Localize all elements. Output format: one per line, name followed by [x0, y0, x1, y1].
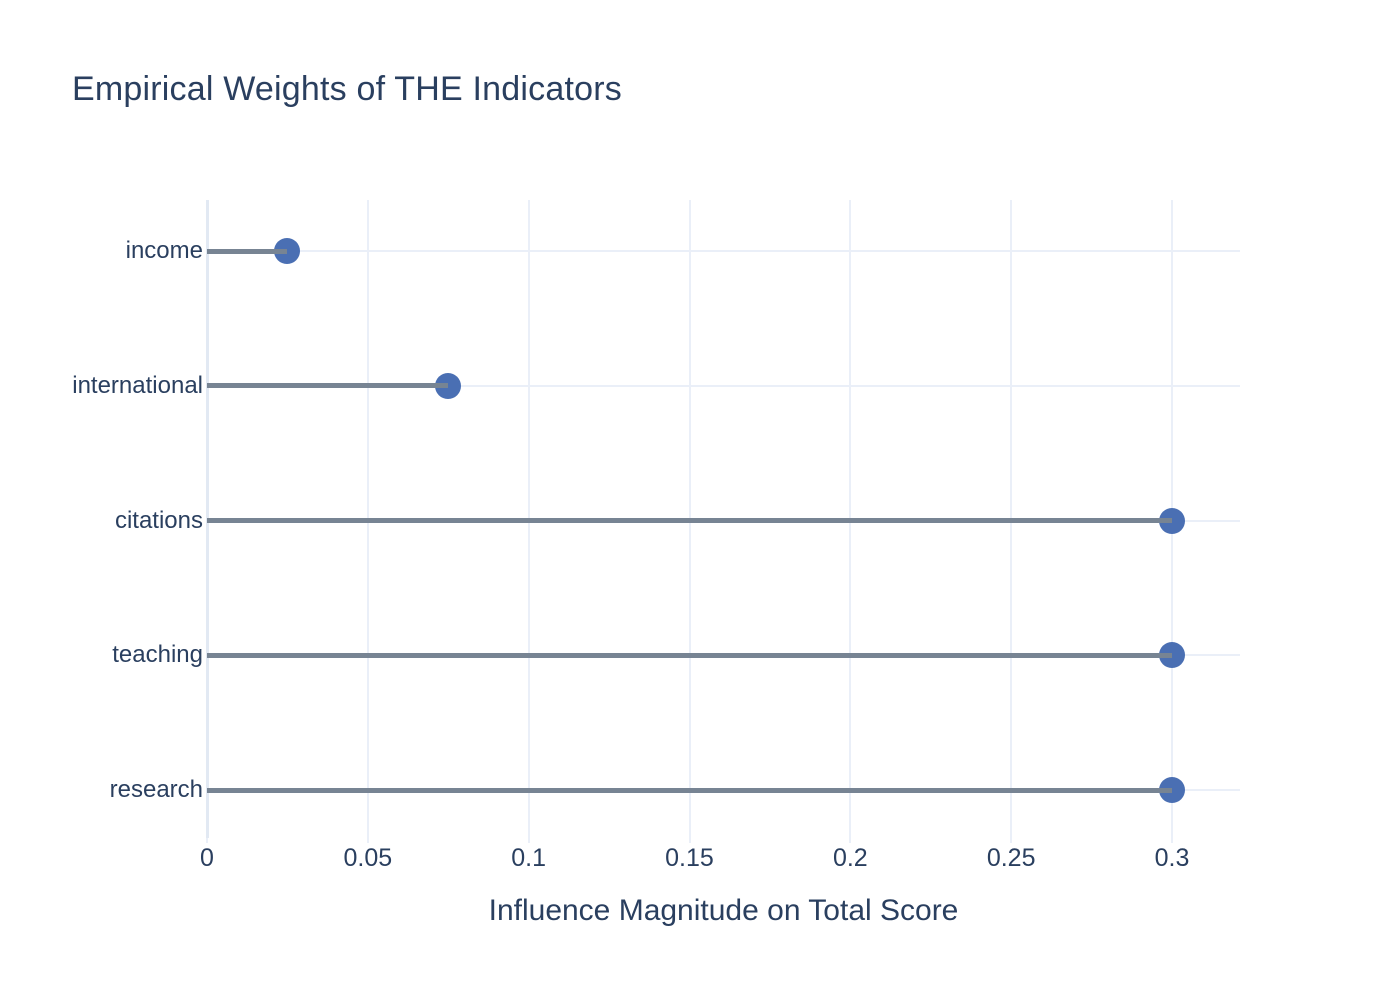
x-tick-label-0.15: 0.15 [665, 844, 714, 872]
y-tick-label-citations: citations [114, 506, 203, 534]
x-tick-mark [1171, 838, 1173, 843]
y-tick-label-research: research [109, 776, 203, 803]
x-tick-mark [849, 838, 852, 843]
x-tick-mark [688, 838, 691, 843]
x-tick-label-0.25: 0.25 [986, 844, 1036, 872]
lollipop-stem-citations [207, 518, 1172, 523]
lollipop-stem-international [207, 383, 449, 389]
x-tick-label-0.1: 0.1 [511, 844, 547, 872]
y-gridline [207, 250, 1240, 252]
x-tick-mark [206, 838, 208, 843]
chart-title: Empirical Weights of THE Indicators [72, 70, 622, 108]
x-tick-label-0.05: 0.05 [343, 844, 393, 872]
y-gridline [207, 384, 1240, 387]
x-tick-mark [527, 838, 530, 843]
lollipop-stem-income [207, 248, 288, 254]
x-tick-label-0: 0 [200, 844, 214, 872]
plot-area [205, 200, 1240, 838]
y-tick-label-international: international [72, 371, 203, 399]
lollipop-stem-research [207, 787, 1172, 793]
y-tick-label-teaching: teaching [112, 641, 203, 669]
x-tick-label-0.3: 0.3 [1154, 844, 1190, 872]
x-tick-mark [1010, 838, 1013, 843]
x-tick-label-0.2: 0.2 [832, 844, 868, 872]
x-axis-title: Influence Magnitude on Total Score [488, 894, 959, 927]
x-tick-mark [366, 838, 369, 843]
lollipop-stem-teaching [207, 652, 1172, 658]
y-tick-label-income: income [125, 237, 203, 264]
